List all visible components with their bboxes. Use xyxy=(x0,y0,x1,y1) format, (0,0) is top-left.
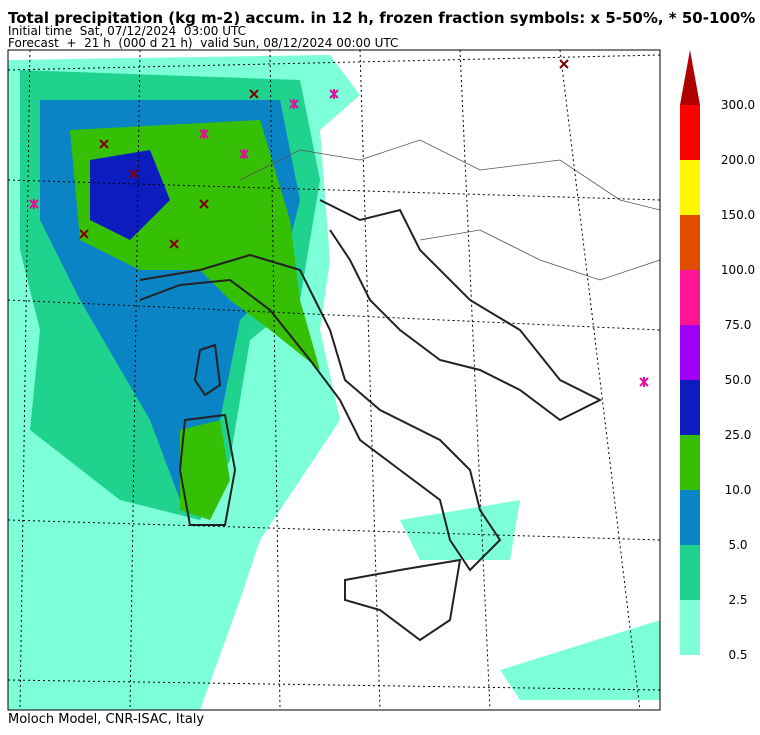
map xyxy=(8,50,660,710)
corsica xyxy=(193,343,222,397)
colorbar-bin xyxy=(680,325,700,380)
sardinia-precip xyxy=(180,420,230,520)
border xyxy=(419,229,660,281)
footer: Moloch Model, CNR-ISAC, Italy xyxy=(8,712,204,727)
initial-time: Initial time Sat, 07/12/2024 03:00 UTC xyxy=(8,24,246,38)
colorbar-bin xyxy=(680,435,700,490)
forecast-time: Forecast + 21 h (000 d 21 h) valid Sun, … xyxy=(8,36,398,50)
colorbar-bin xyxy=(680,600,700,655)
coastline xyxy=(139,253,502,572)
coastline-adriatic xyxy=(319,199,603,422)
colorbar-label: 10.0 xyxy=(725,483,752,497)
colorbar-label: 5.0 xyxy=(728,538,747,552)
map-frame xyxy=(7,49,661,711)
colorbar-bin xyxy=(680,160,700,215)
colorbar-bin xyxy=(680,270,700,325)
colorbar-label: 200.0 xyxy=(721,153,755,167)
colorbar-label: 75.0 xyxy=(725,318,752,332)
title: Total precipitation (kg m-2) accum. in 1… xyxy=(8,9,755,27)
colorbar: 0.5 2.5 5.0 10.0 25.0 50.0 75.0 100.0 150.0 200.0… xyxy=(680,50,755,662)
colorbar-bin xyxy=(680,105,700,160)
colorbar-bin xyxy=(680,380,700,435)
frozen-symbols-star xyxy=(29,89,649,387)
graticule xyxy=(8,50,660,710)
precip-intense xyxy=(90,150,170,240)
sicily xyxy=(344,558,462,642)
colorbar-extend xyxy=(680,50,700,105)
border xyxy=(239,139,660,211)
colorbar-bin xyxy=(680,215,700,270)
precip-calabria xyxy=(400,500,520,560)
colorbar-label: 300.0 xyxy=(721,98,755,112)
colorbar-label: 100.0 xyxy=(721,263,755,277)
colorbar-bin xyxy=(680,545,700,600)
colorbar-bin xyxy=(680,490,700,545)
colorbar-label: 150.0 xyxy=(721,208,755,222)
colorbar-label: 25.0 xyxy=(725,428,752,442)
precip-south xyxy=(500,620,660,700)
colorbar-label: 0.5 xyxy=(728,648,747,662)
colorbar-label: 2.5 xyxy=(728,593,747,607)
sardinia xyxy=(178,413,237,526)
colorbar-label: 50.0 xyxy=(725,373,752,387)
frozen-symbols-x xyxy=(79,59,569,249)
